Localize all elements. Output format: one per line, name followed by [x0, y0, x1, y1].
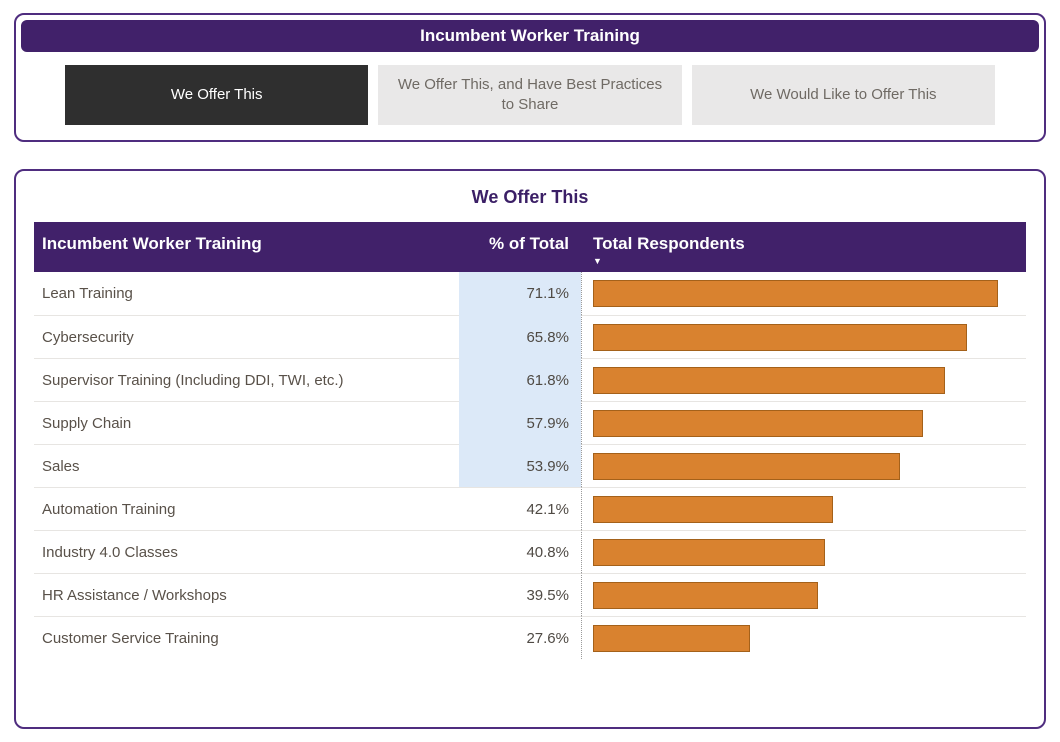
tab-we-offer-this[interactable]: We Offer This — [65, 65, 369, 125]
row-bar-cell — [581, 573, 1026, 616]
respondents-bar[interactable] — [593, 581, 819, 609]
training-table: Incumbent Worker Training % of Total Tot… — [34, 222, 1026, 659]
respondents-bar[interactable] — [593, 409, 923, 437]
col-header-total-respondents-label: Total Respondents — [593, 234, 745, 253]
respondents-bar[interactable] — [593, 624, 751, 652]
row-percent: 71.1% — [459, 272, 581, 315]
results-card: We Offer This Incumbent Worker Training … — [14, 169, 1046, 729]
table-row[interactable]: Cybersecurity 65.8% — [34, 315, 1026, 358]
filter-card-title: Incumbent Worker Training — [21, 20, 1039, 52]
table-row[interactable]: Industry 4.0 Classes 40.8% — [34, 530, 1026, 573]
table-row[interactable]: Supply Chain 57.9% — [34, 401, 1026, 444]
row-bar-cell — [581, 530, 1026, 573]
respondents-bar[interactable] — [593, 366, 945, 394]
row-bar-cell — [581, 358, 1026, 401]
row-label: Automation Training — [34, 487, 459, 530]
table-title: We Offer This — [471, 187, 589, 207]
row-bar-cell — [581, 315, 1026, 358]
row-label: Sales — [34, 444, 459, 487]
row-percent: 27.6% — [459, 616, 581, 659]
table-row[interactable]: Sales 53.9% — [34, 444, 1026, 487]
row-label: Supply Chain — [34, 401, 459, 444]
table-row[interactable]: Lean Training 71.1% — [34, 272, 1026, 315]
respondents-bar[interactable] — [593, 495, 833, 523]
col-header-training[interactable]: Incumbent Worker Training — [42, 234, 262, 253]
training-filter-card: Incumbent Worker Training We Offer This … — [14, 13, 1046, 142]
table-row[interactable]: Automation Training 42.1% — [34, 487, 1026, 530]
row-percent: 40.8% — [459, 530, 581, 573]
row-label: Industry 4.0 Classes — [34, 530, 459, 573]
row-label: HR Assistance / Workshops — [34, 573, 459, 616]
col-header-percent-of-total[interactable]: % of Total — [489, 234, 569, 253]
row-percent: 42.1% — [459, 487, 581, 530]
table-header-row: Incumbent Worker Training % of Total Tot… — [34, 222, 1026, 272]
row-bar-cell — [581, 616, 1026, 659]
respondents-bar[interactable] — [593, 452, 900, 480]
row-percent: 61.8% — [459, 358, 581, 401]
table-row[interactable]: Customer Service Training 27.6% — [34, 616, 1026, 659]
row-percent: 57.9% — [459, 401, 581, 444]
respondents-bar[interactable] — [593, 323, 968, 351]
col-header-total-respondents[interactable]: Total Respondents ▼ — [581, 222, 1026, 272]
row-percent: 53.9% — [459, 444, 581, 487]
table-row[interactable]: Supervisor Training (Including DDI, TWI,… — [34, 358, 1026, 401]
row-label: Lean Training — [42, 285, 133, 302]
table-body: Lean Training 71.1% Cybersecurity 65.8% Supe… — [34, 272, 1026, 659]
row-label: Cybersecurity — [34, 315, 459, 358]
row-bar-cell — [581, 401, 1026, 444]
row-percent: 39.5% — [459, 573, 581, 616]
row-label: Supervisor Training (Including DDI, TWI,… — [34, 358, 459, 401]
row-label: Customer Service Training — [34, 616, 459, 659]
sort-descending-icon: ▼ — [593, 256, 602, 266]
respondents-bar[interactable] — [593, 538, 826, 566]
respondents-bar[interactable] — [593, 280, 998, 307]
table-row[interactable]: HR Assistance / Workshops 39.5% — [34, 573, 1026, 616]
tab-best-practices-to-share[interactable]: We Offer This, and Have Best Practices t… — [378, 65, 682, 125]
row-percent: 65.8% — [459, 315, 581, 358]
row-bar-cell — [581, 272, 1026, 315]
row-bar-cell — [581, 487, 1026, 530]
tab-would-like-to-offer[interactable]: We Would Like to Offer This — [691, 65, 995, 125]
row-bar-cell — [581, 444, 1026, 487]
filter-tabs: We Offer This We Offer This, and Have Be… — [21, 65, 1039, 125]
